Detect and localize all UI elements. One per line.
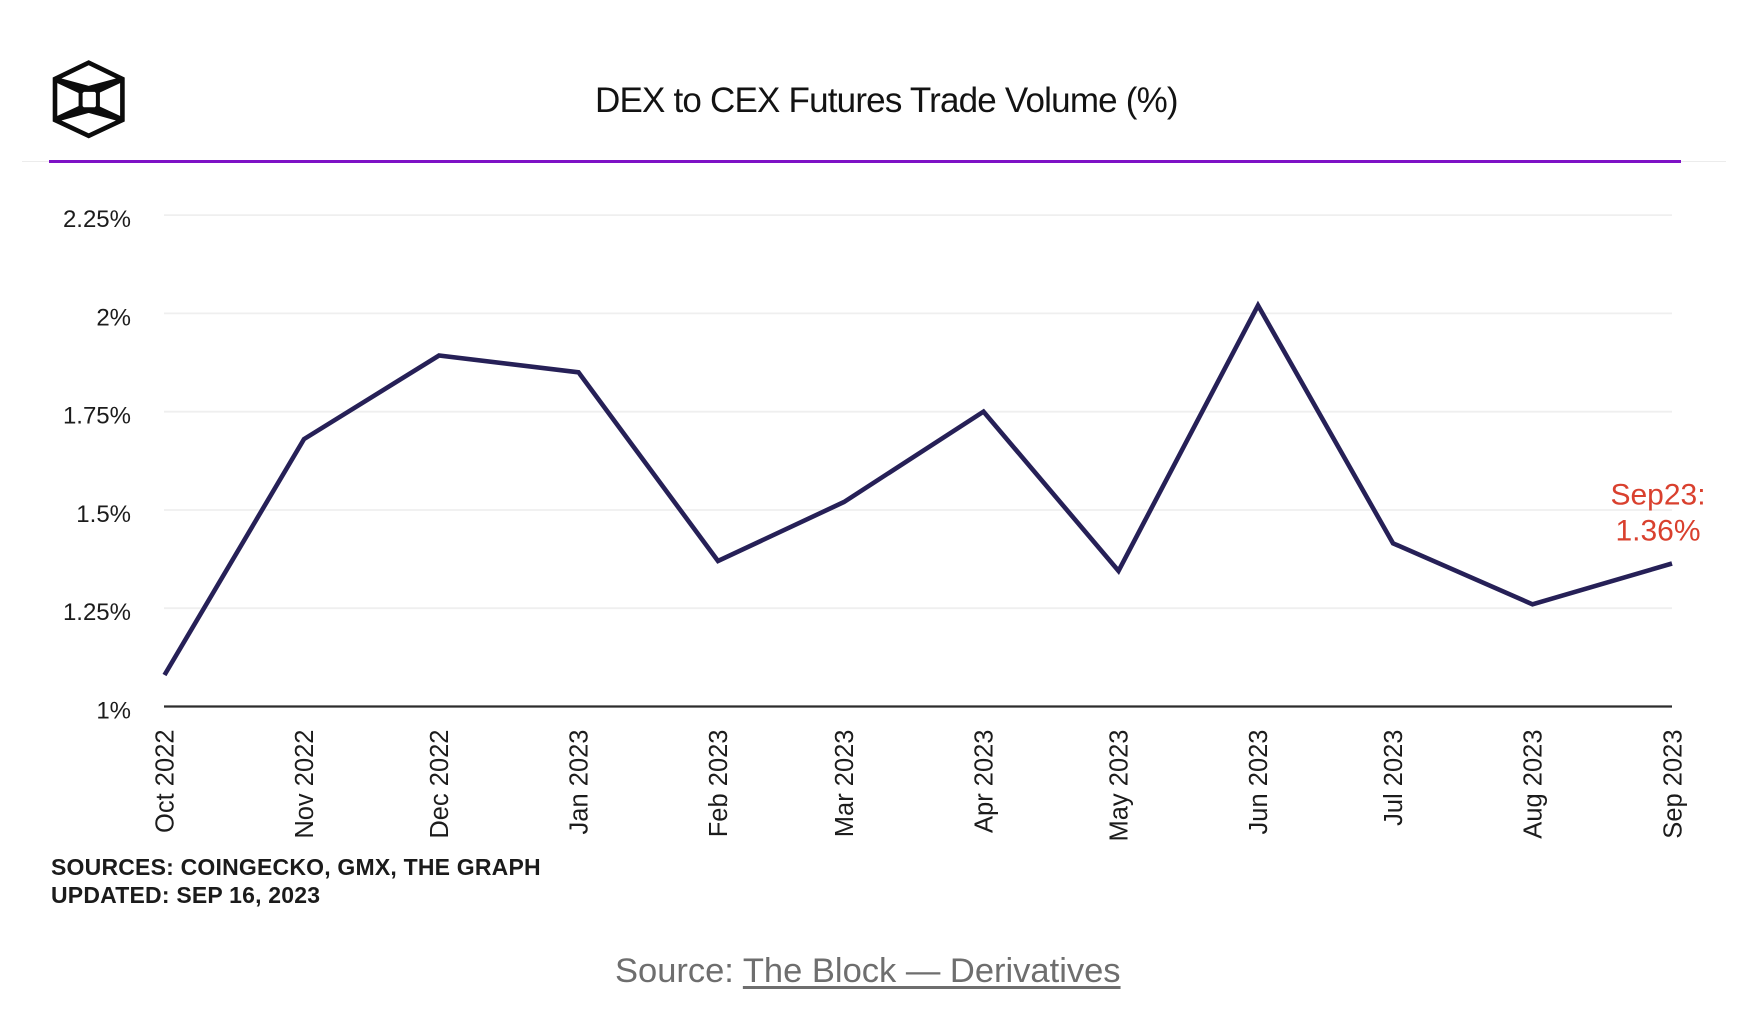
svg-text:Oct 2022: Oct 2022 <box>152 730 180 833</box>
svg-text:Nov 2022: Nov 2022 <box>291 730 319 839</box>
svg-text:Jul 2023: Jul 2023 <box>1380 730 1408 826</box>
svg-text:Apr 2023: Apr 2023 <box>971 730 999 834</box>
svg-text:Dec 2022: Dec 2022 <box>426 730 454 839</box>
svg-text:Jan 2023: Jan 2023 <box>566 730 594 835</box>
svg-text:1.36%: 1.36% <box>1615 515 1700 548</box>
svg-text:May 2023: May 2023 <box>1106 730 1134 842</box>
svg-text:Feb 2023: Feb 2023 <box>705 730 733 838</box>
svg-text:2%: 2% <box>96 304 131 331</box>
svg-text:1.5%: 1.5% <box>76 501 131 528</box>
svg-text:Sep23:: Sep23: <box>1610 479 1705 512</box>
svg-text:Aug 2023: Aug 2023 <box>1520 730 1548 839</box>
svg-text:1%: 1% <box>96 698 131 725</box>
svg-text:1.75%: 1.75% <box>63 403 131 430</box>
svg-text:Mar 2023: Mar 2023 <box>831 730 859 838</box>
svg-text:2.25%: 2.25% <box>63 206 131 233</box>
svg-text:Sep 2023: Sep 2023 <box>1660 730 1688 839</box>
svg-text:Jun 2023: Jun 2023 <box>1245 730 1273 835</box>
svg-text:1.25%: 1.25% <box>63 599 131 626</box>
